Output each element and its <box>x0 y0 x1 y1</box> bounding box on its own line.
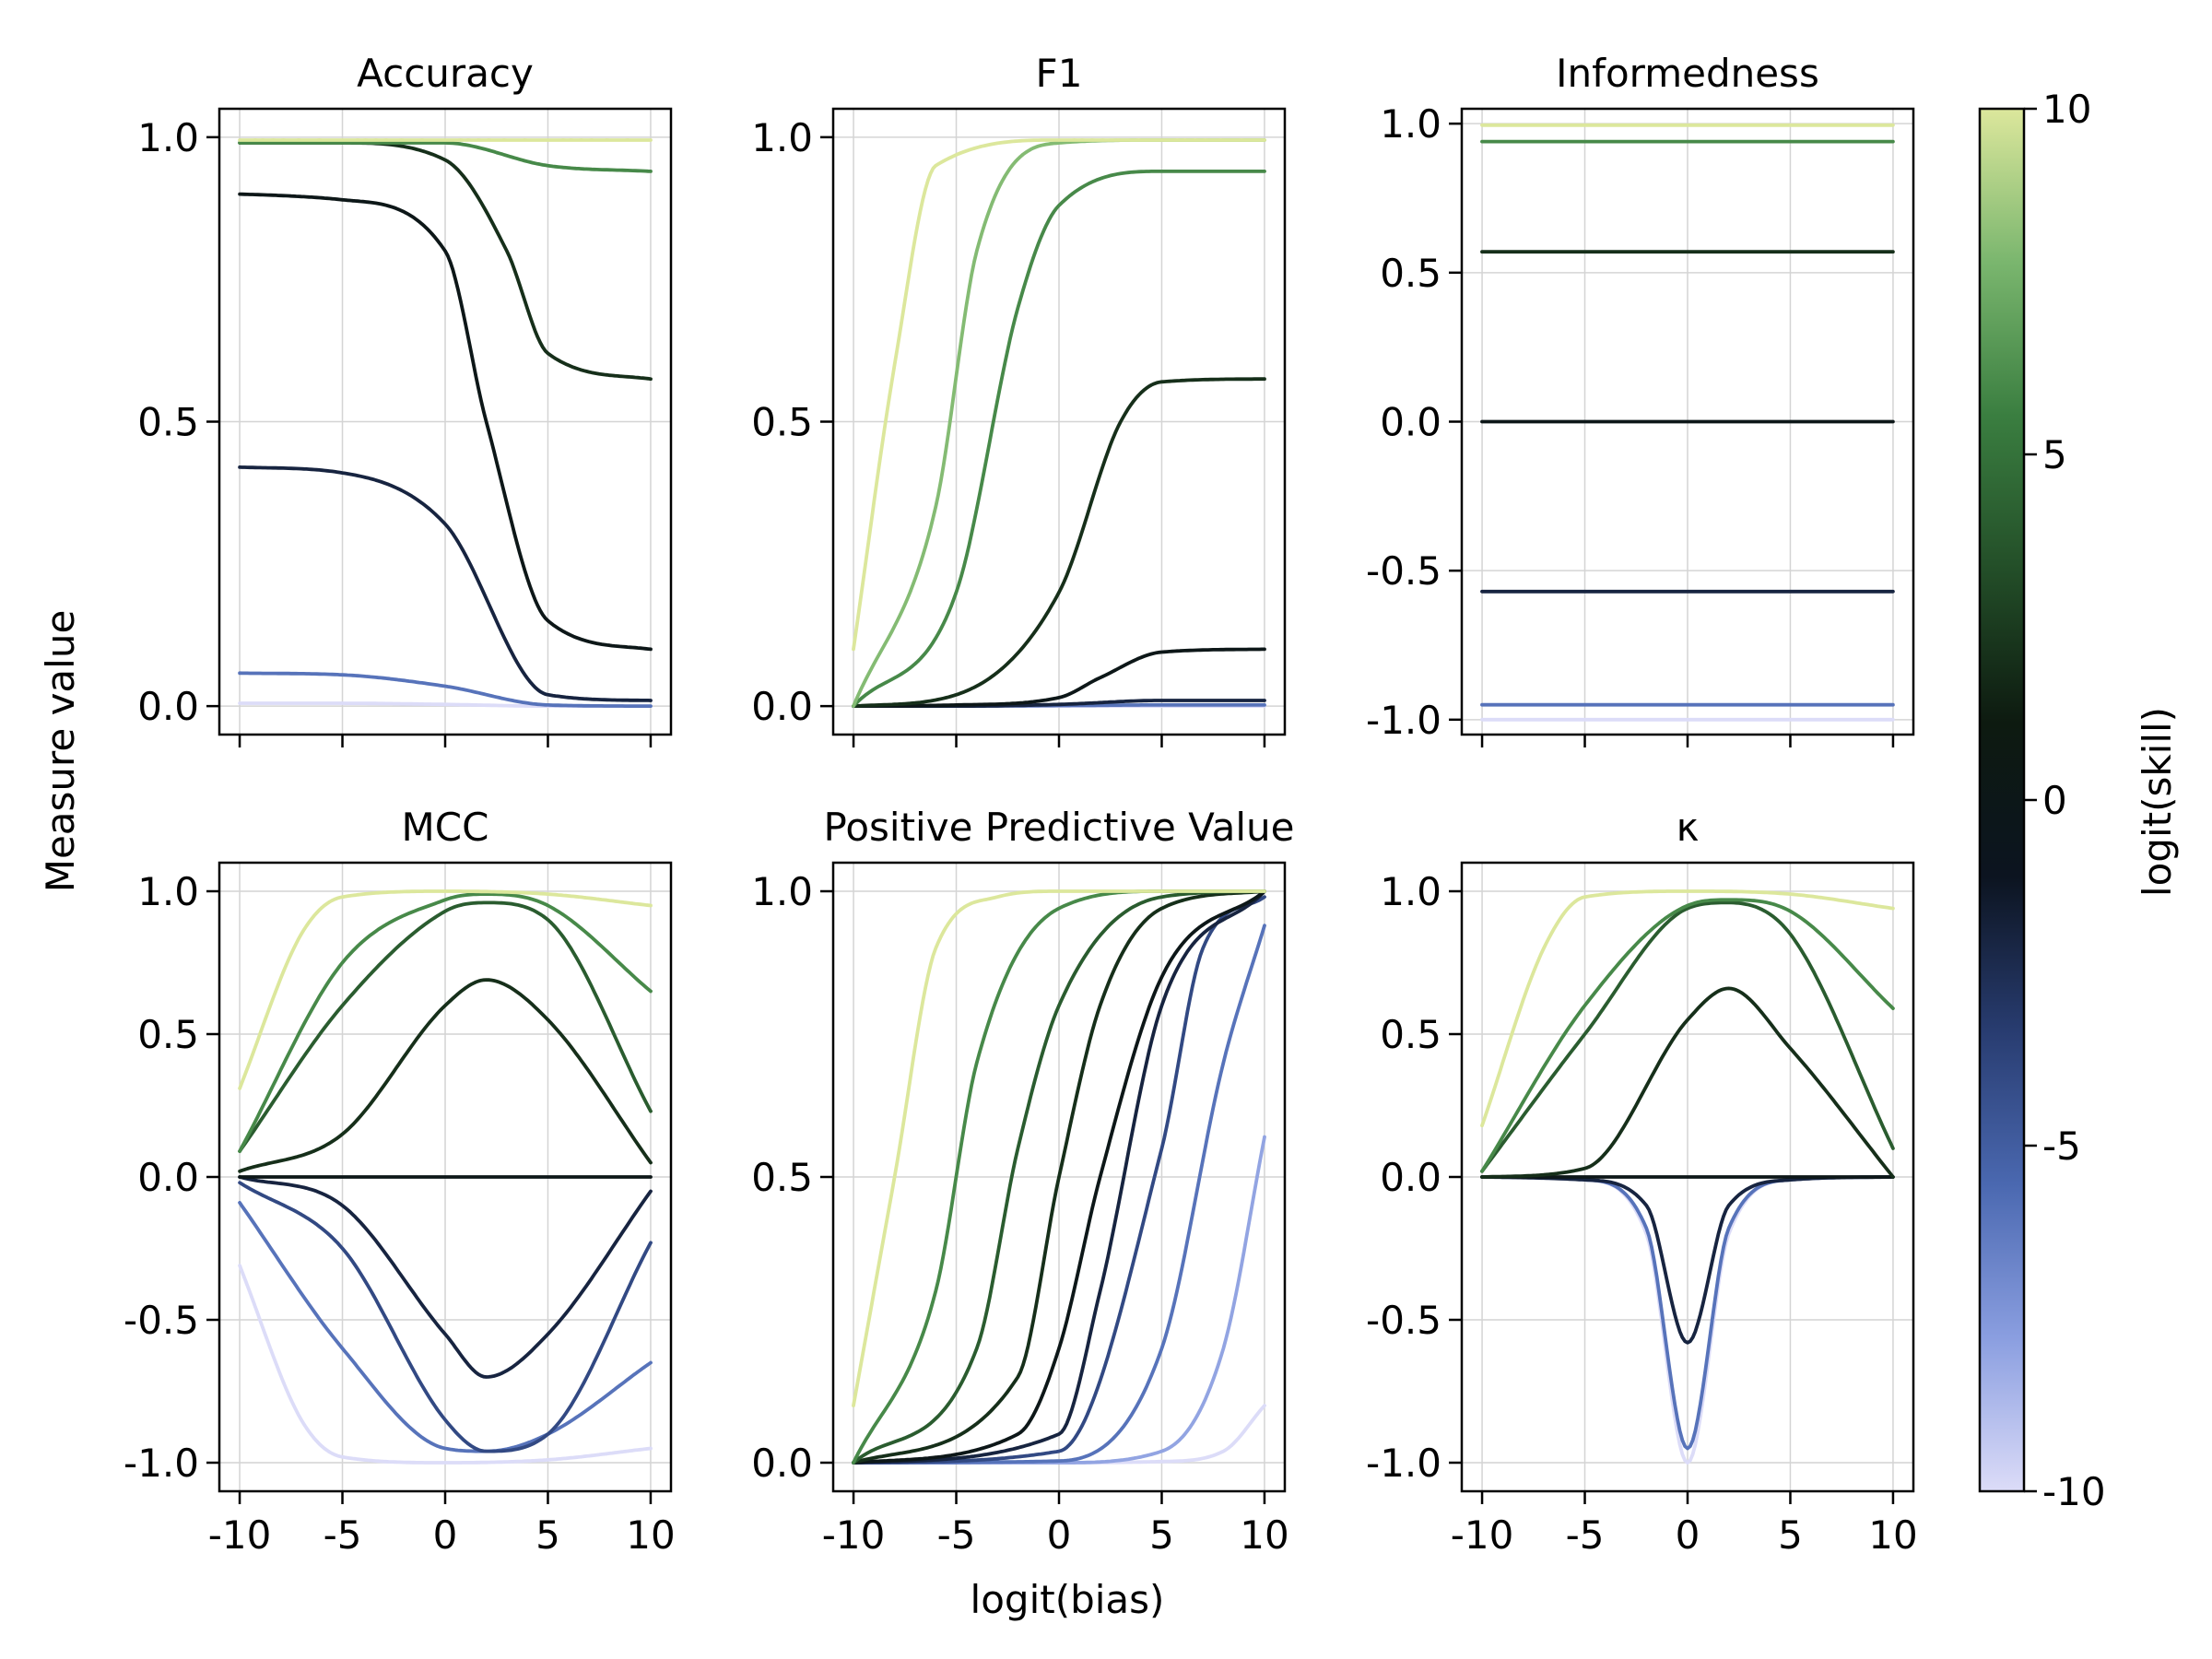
y-tick-label: 1.0 <box>751 869 813 914</box>
y-tick-label: 1.0 <box>137 869 199 914</box>
y-tick-label: 0.5 <box>137 400 199 445</box>
y-tick-label: 1.0 <box>137 115 199 160</box>
panel-title: κ <box>1677 805 1700 850</box>
panel-title: Accuracy <box>357 51 534 96</box>
series-line-skill-6 <box>1480 898 1895 1173</box>
panel-title: Positive Predictive Value <box>824 805 1295 850</box>
panels: 1.0 0.5 0.0 Accuracy 1.0 0.5 0.0 F1 1.0 0.5 0.0 -0.… <box>124 51 1918 1558</box>
series-line-skill-2 <box>238 978 653 1173</box>
x-tick-label: -10 <box>822 1512 886 1558</box>
y-tick-label: 0.0 <box>1380 1155 1441 1200</box>
y-tick-label: 0.5 <box>751 400 813 445</box>
x-tick-label: 0 <box>1676 1512 1700 1558</box>
y-tick-label: 0.0 <box>137 684 199 729</box>
colorbar: logit(skill) 10 5 0 -5 -10 <box>1978 87 2180 1514</box>
series-line-skill--2 <box>238 1175 653 1379</box>
y-tick-label: -1.0 <box>124 1441 199 1486</box>
y-tick-label: 0.5 <box>1380 1012 1441 1057</box>
y-tick-label: 0.5 <box>751 1155 813 1200</box>
series-line-skill--6 <box>238 1201 653 1453</box>
series-line-skill-0 <box>852 889 1266 1465</box>
panel-title: Informedness <box>1556 51 1819 96</box>
colorbar-label: logit(skill) <box>2135 707 2180 897</box>
y-tick-label: 0.0 <box>751 684 813 729</box>
panel-title: MCC <box>402 805 489 850</box>
x-tick-label: -5 <box>324 1512 362 1558</box>
y-tick-label: -1.0 <box>1366 698 1441 743</box>
series-line-skill--6 <box>238 671 653 708</box>
x-axis-label: logit(bias) <box>971 1577 1165 1622</box>
colorbar-tick-label: 0 <box>2042 778 2067 823</box>
x-tick-label: 10 <box>1240 1512 1288 1558</box>
series-line-skill-2 <box>852 377 1266 708</box>
x-tick-label: 10 <box>1868 1512 1917 1558</box>
x-tick-label: -5 <box>937 1512 976 1558</box>
x-tick-label: 5 <box>1149 1512 1174 1558</box>
series-line-skill-10 <box>852 889 1266 1407</box>
colorbar-tick-label: -5 <box>2042 1124 2081 1169</box>
x-tick-label: -10 <box>208 1512 272 1558</box>
x-tick-label: -10 <box>1451 1512 1514 1558</box>
chart-panel-ppv: 1.0 0.5 0.0-10 -5 0 5 10 Positive Predictive Va… <box>751 805 1294 1558</box>
x-tick-label: 10 <box>626 1512 675 1558</box>
x-tick-label: 0 <box>1047 1512 1072 1558</box>
x-tick-label: 0 <box>433 1512 458 1558</box>
series-line-skill--4 <box>238 1181 653 1453</box>
y-tick-label: 1.0 <box>1380 101 1441 147</box>
series-line-skill-0 <box>238 192 653 652</box>
series-line-skill-2 <box>1480 986 1895 1179</box>
y-tick-label: -0.5 <box>124 1298 199 1343</box>
x-tick-label: 5 <box>535 1512 560 1558</box>
y-tick-label: -0.5 <box>1366 548 1441 594</box>
colorbar-tick-label: -10 <box>2042 1469 2106 1514</box>
figure-labels: Measure value logit(bias) <box>38 610 1164 1622</box>
panel-title: F1 <box>1036 51 1083 96</box>
chart-panel-informedness: 1.0 0.5 0.0 -0.5 -1.0 Informedness <box>1366 51 1915 747</box>
y-tick-label: 0.5 <box>137 1012 199 1057</box>
chart-panel-kappa: 1.0 0.5 0.0 -0.5 -1.0-10 -5 0 5 10 κ <box>1366 805 1918 1558</box>
series-line-skill--2 <box>852 889 1266 1465</box>
series-line-skill-0 <box>852 647 1266 708</box>
y-axis-label: Measure value <box>38 610 83 893</box>
y-tick-label: 0.0 <box>751 1441 813 1486</box>
series-line-skill-6 <box>852 170 1266 708</box>
y-tick-label: -0.5 <box>1366 1298 1441 1343</box>
y-tick-label: -1.0 <box>1366 1441 1441 1486</box>
series-line-skill--2 <box>238 465 653 702</box>
series-line-skill-10 <box>852 138 1266 652</box>
series-line-skill-10 <box>1480 889 1895 1128</box>
series-line-skill-2 <box>852 889 1266 1465</box>
colorbar-tick-label: 5 <box>2042 432 2067 477</box>
series-line-skill-4 <box>238 900 653 1153</box>
y-tick-label: 0.0 <box>137 1155 199 1200</box>
y-tick-label: 0.0 <box>1380 400 1441 445</box>
y-tick-label: 1.0 <box>751 115 813 160</box>
y-tick-label: 0.5 <box>1380 251 1441 296</box>
series-line-skill-4 <box>852 889 1266 1465</box>
series-line-skill-6 <box>238 141 653 173</box>
chart-panel-mcc: 1.0 0.5 0.0 -0.5 -1.0-10 -5 0 5 10 MCC <box>124 805 676 1558</box>
series-line-skill--10 <box>238 1264 653 1465</box>
series-line-skill-10 <box>238 889 653 1090</box>
series-line-skill-6 <box>238 892 653 1153</box>
chart-panel-f1: 1.0 0.5 0.0 F1 <box>751 51 1287 747</box>
chart-panel-accuracy: 1.0 0.5 0.0 Accuracy <box>137 51 673 747</box>
x-tick-label: 5 <box>1778 1512 1803 1558</box>
x-tick-label: -5 <box>1566 1512 1605 1558</box>
colorbar-gradient <box>1978 107 2026 1493</box>
y-tick-label: 1.0 <box>1380 869 1441 914</box>
series-line-skill-4 <box>1480 900 1895 1173</box>
colorbar-tick-label: 10 <box>2042 87 2091 132</box>
